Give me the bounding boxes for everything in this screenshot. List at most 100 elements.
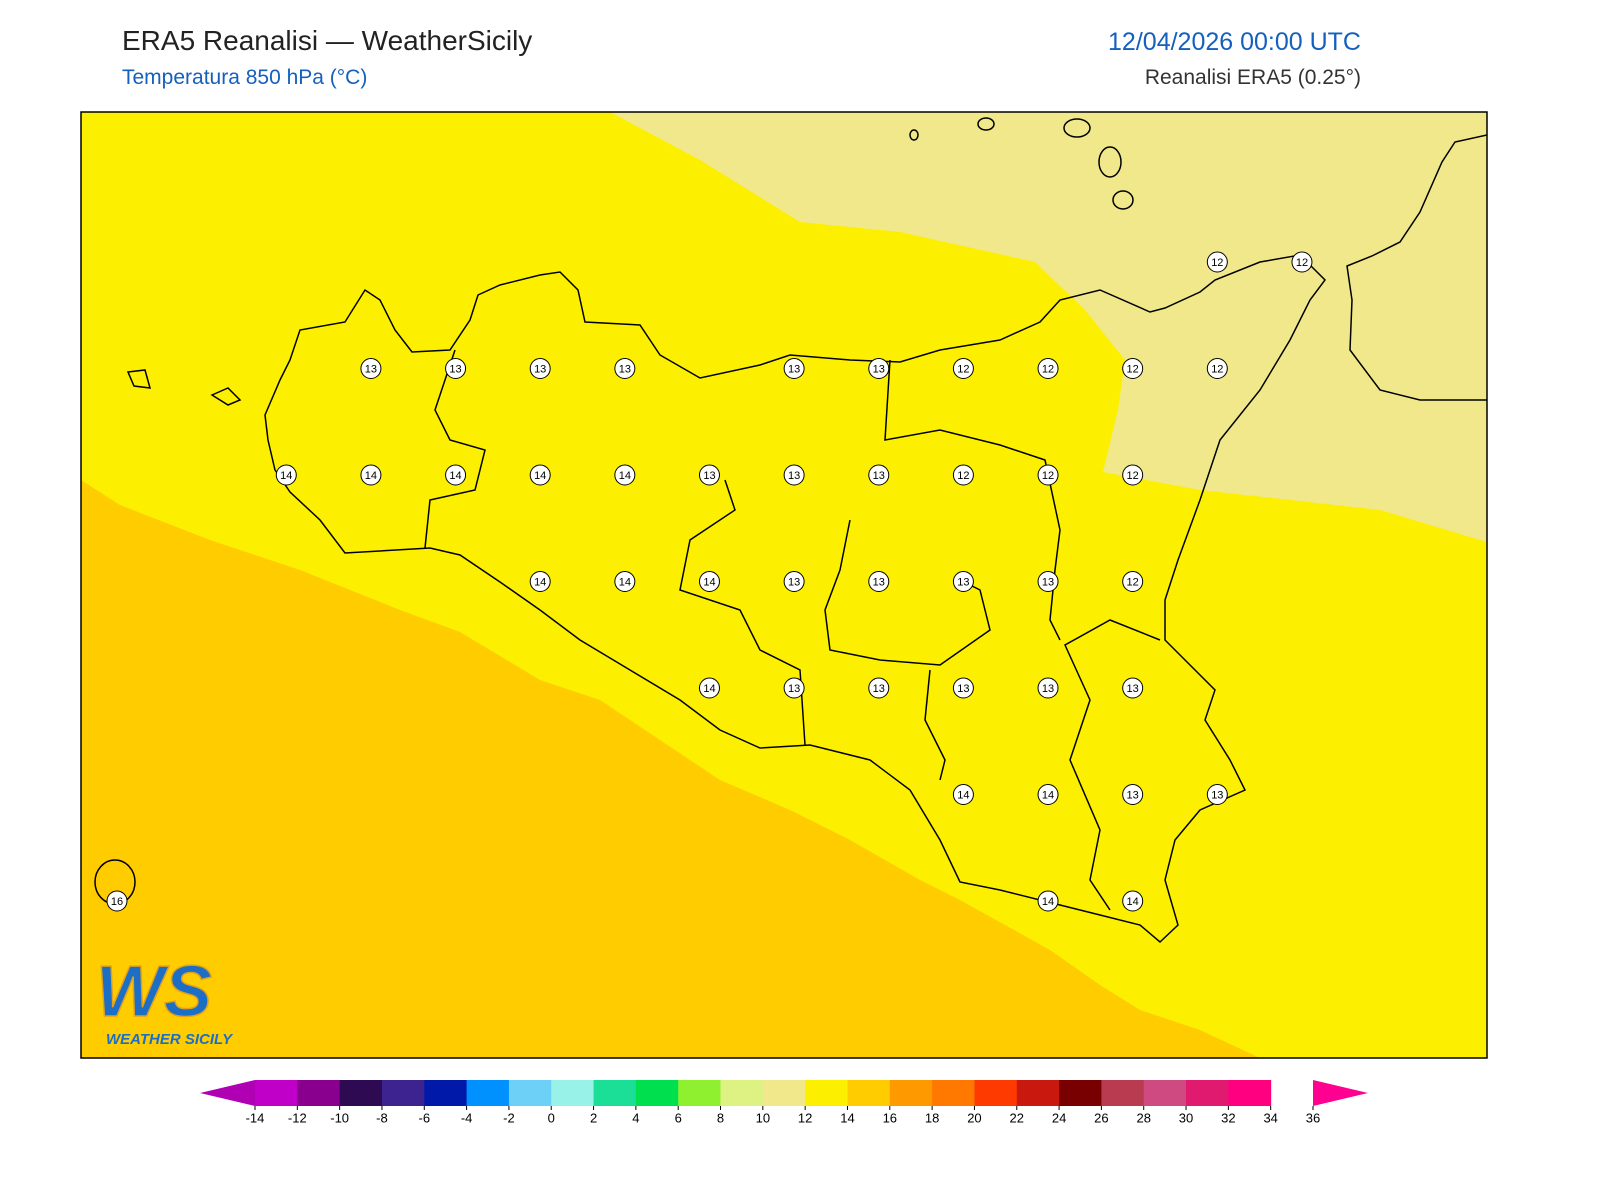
grid-value: 14 xyxy=(1042,789,1054,801)
grid-marker xyxy=(445,358,467,379)
colorbar-tick-label: 28 xyxy=(1136,1110,1150,1125)
colorbar-tick-label: -12 xyxy=(288,1110,307,1125)
grid-marker xyxy=(445,464,467,486)
grid-value: 13 xyxy=(449,363,461,375)
map-frame xyxy=(80,111,1488,1059)
colorbar-box xyxy=(1228,1080,1272,1106)
colorbar-box xyxy=(847,1080,891,1106)
grid-value: 13 xyxy=(703,470,715,482)
grid-marker xyxy=(614,571,636,592)
colorbar-box xyxy=(466,1080,510,1106)
grid-value: 13 xyxy=(1042,683,1054,695)
colorbar-tick-label: -2 xyxy=(503,1110,515,1125)
grid-value: 14 xyxy=(619,576,631,588)
grid-marker xyxy=(1122,890,1144,912)
colorbar-box xyxy=(1186,1080,1229,1106)
grid-marker xyxy=(1122,464,1144,486)
colorbar-box xyxy=(1143,1080,1187,1106)
grid-value: 12 xyxy=(1127,576,1139,588)
colorbar-box xyxy=(339,1080,383,1106)
colorbar-tick-label: -4 xyxy=(461,1110,473,1125)
grid-value: 12 xyxy=(957,363,969,375)
colorbar-tick-label: 20 xyxy=(967,1110,981,1125)
grid-marker xyxy=(1122,358,1144,379)
grid-value: 14 xyxy=(703,683,715,695)
grid-marker xyxy=(1037,464,1059,486)
colorbar-tick-label: 6 xyxy=(675,1110,682,1125)
grid-marker xyxy=(1206,784,1228,805)
colorbar-tick-label: 2 xyxy=(590,1110,597,1125)
grid-value: 13 xyxy=(873,576,885,588)
grid-value: 13 xyxy=(534,363,546,375)
grid-marker xyxy=(698,571,720,592)
grid-marker xyxy=(868,677,890,699)
grid-value: 12 xyxy=(1211,257,1223,269)
colorbar-tick-label: 32 xyxy=(1221,1110,1235,1125)
grid-value: 13 xyxy=(1127,789,1139,801)
colorbar-box xyxy=(889,1080,933,1106)
grid-value: 14 xyxy=(449,470,461,482)
grid-marker xyxy=(783,464,805,486)
grid-marker xyxy=(1122,677,1144,699)
grid-marker xyxy=(783,677,805,699)
colorbar-box xyxy=(1101,1080,1145,1106)
grid-value: 13 xyxy=(788,683,800,695)
colorbar-tick-label: -14 xyxy=(246,1110,265,1125)
logo-text: WEATHER SICILY xyxy=(106,1031,234,1048)
grid-marker xyxy=(868,358,890,379)
logo-mark: WS xyxy=(96,952,212,1032)
grid-marker xyxy=(275,464,297,486)
grid-marker xyxy=(868,464,890,486)
grid-marker xyxy=(1206,358,1228,379)
colorbar-tick-label: 30 xyxy=(1179,1110,1193,1125)
colorbar-box xyxy=(424,1080,468,1106)
colorbar-tick-label: 18 xyxy=(925,1110,939,1125)
grid-value: 12 xyxy=(1042,470,1054,482)
grid-marker xyxy=(952,464,974,486)
grid-value: 13 xyxy=(788,470,800,482)
grid-labels: 12 12 13 13 13 13 13 13 12 12 12 12 14 14 14 14 14 13 13 13… xyxy=(106,251,1313,912)
grid-marker xyxy=(529,358,551,379)
colorbar-tick-label: 10 xyxy=(756,1110,770,1125)
colorbar-tick-label: 8 xyxy=(717,1110,724,1125)
grid-marker xyxy=(360,464,382,486)
grid-marker xyxy=(529,571,551,592)
colorbar-box xyxy=(1016,1080,1060,1106)
map-subtitle: Temperatura 850 hPa (°C) xyxy=(122,66,368,89)
field-region xyxy=(81,480,1260,1058)
grid-value: 13 xyxy=(957,683,969,695)
colorbar-tick-label: 34 xyxy=(1263,1110,1277,1125)
grid-value: 13 xyxy=(873,470,885,482)
colorbar-tick-label: 22 xyxy=(1010,1110,1024,1125)
colorbar-tick-label: -8 xyxy=(376,1110,388,1125)
colorbar-box xyxy=(593,1080,637,1106)
grid-marker xyxy=(1122,784,1144,805)
grid-marker xyxy=(952,571,974,592)
data-source: Reanalisi ERA5 (0.25°) xyxy=(1144,66,1361,89)
colorbar-tick-label: 12 xyxy=(798,1110,812,1125)
colorbar-box xyxy=(551,1080,595,1106)
colorbar-tick-label: 16 xyxy=(883,1110,897,1125)
grid-marker xyxy=(106,890,128,912)
grid-value: 12 xyxy=(957,470,969,482)
colorbar-tick-label: 36 xyxy=(1306,1110,1320,1125)
grid-marker xyxy=(952,784,974,805)
logo: WS WEATHER SICILY xyxy=(95,951,234,1048)
grid-marker xyxy=(614,464,636,486)
grid-value: 13 xyxy=(365,363,377,375)
grid-marker xyxy=(614,358,636,379)
colorbar-over xyxy=(1313,1080,1368,1106)
colorbar-tick-label: 26 xyxy=(1094,1110,1108,1125)
grid-value: 13 xyxy=(788,576,800,588)
grid-value: 14 xyxy=(1127,896,1139,908)
grid-value: 14 xyxy=(280,470,292,482)
colorbar-box xyxy=(508,1080,552,1106)
grid-value: 14 xyxy=(619,470,631,482)
coastline xyxy=(94,117,1487,944)
grid-marker xyxy=(783,571,805,592)
colorbar-box xyxy=(974,1080,1018,1106)
grid-marker xyxy=(1122,571,1144,592)
colorbar-under xyxy=(200,1080,255,1106)
